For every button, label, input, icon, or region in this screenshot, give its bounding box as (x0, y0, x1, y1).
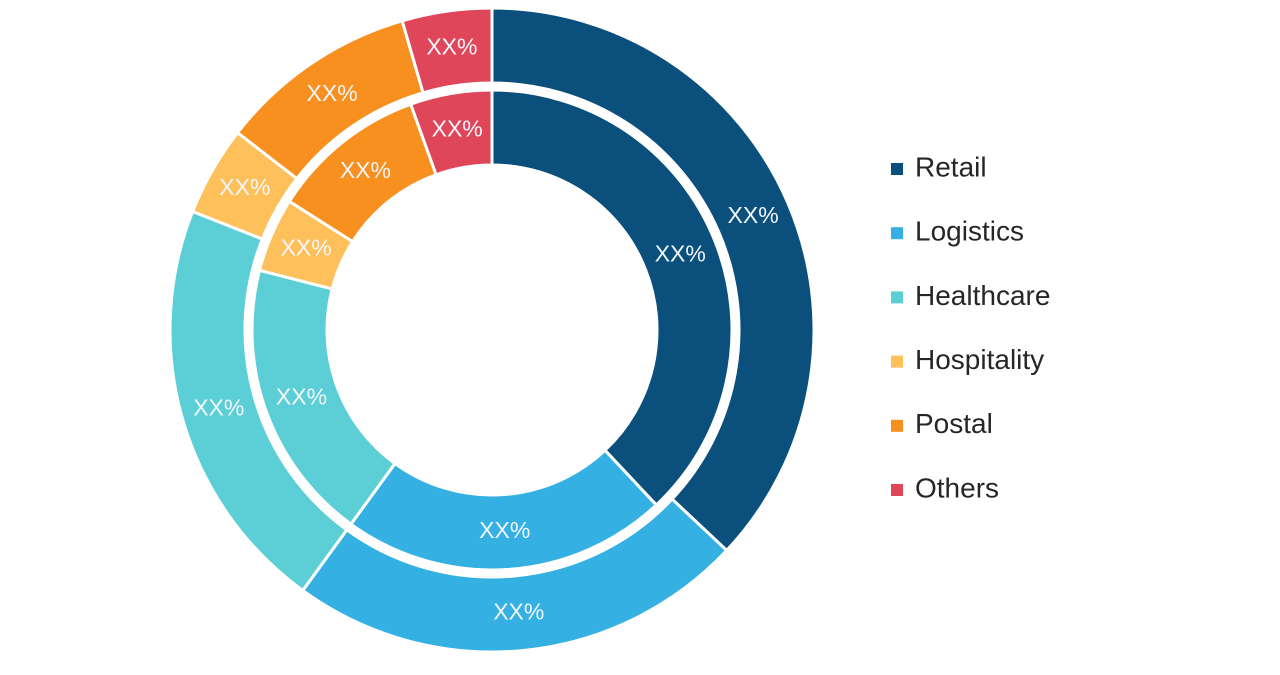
legend-label: Healthcare (915, 280, 1050, 311)
legend-swatch (891, 484, 903, 496)
slice-label: XX% (479, 517, 530, 543)
legend-swatch (891, 355, 903, 368)
donut-slice (490, 6, 816, 553)
legend-label: Logistics (915, 216, 1024, 247)
slice-label: XX% (655, 241, 706, 267)
legend-label: Others (915, 472, 999, 503)
legend-swatch (891, 163, 903, 175)
slice-label: XX% (193, 394, 244, 420)
donut-slice (400, 6, 494, 95)
legend-label: Hospitality (915, 344, 1044, 375)
legend-swatch (891, 227, 903, 240)
slice-label: XX% (340, 157, 391, 183)
donut-slice (490, 88, 734, 508)
legend-swatch (891, 291, 903, 304)
legend-swatch (891, 419, 903, 432)
slice-label: XX% (426, 33, 477, 59)
donut-slice (408, 88, 494, 177)
slice-label: XX% (219, 174, 270, 200)
legend-label: Retail (915, 151, 987, 182)
slice-label: XX% (728, 202, 779, 228)
slice-label: XX% (493, 598, 544, 624)
slice-label: XX% (281, 235, 332, 261)
slice-label: XX% (432, 116, 483, 142)
slice-label: XX% (307, 80, 358, 106)
slice-label: XX% (276, 384, 327, 410)
legend-label: Postal (915, 408, 993, 439)
